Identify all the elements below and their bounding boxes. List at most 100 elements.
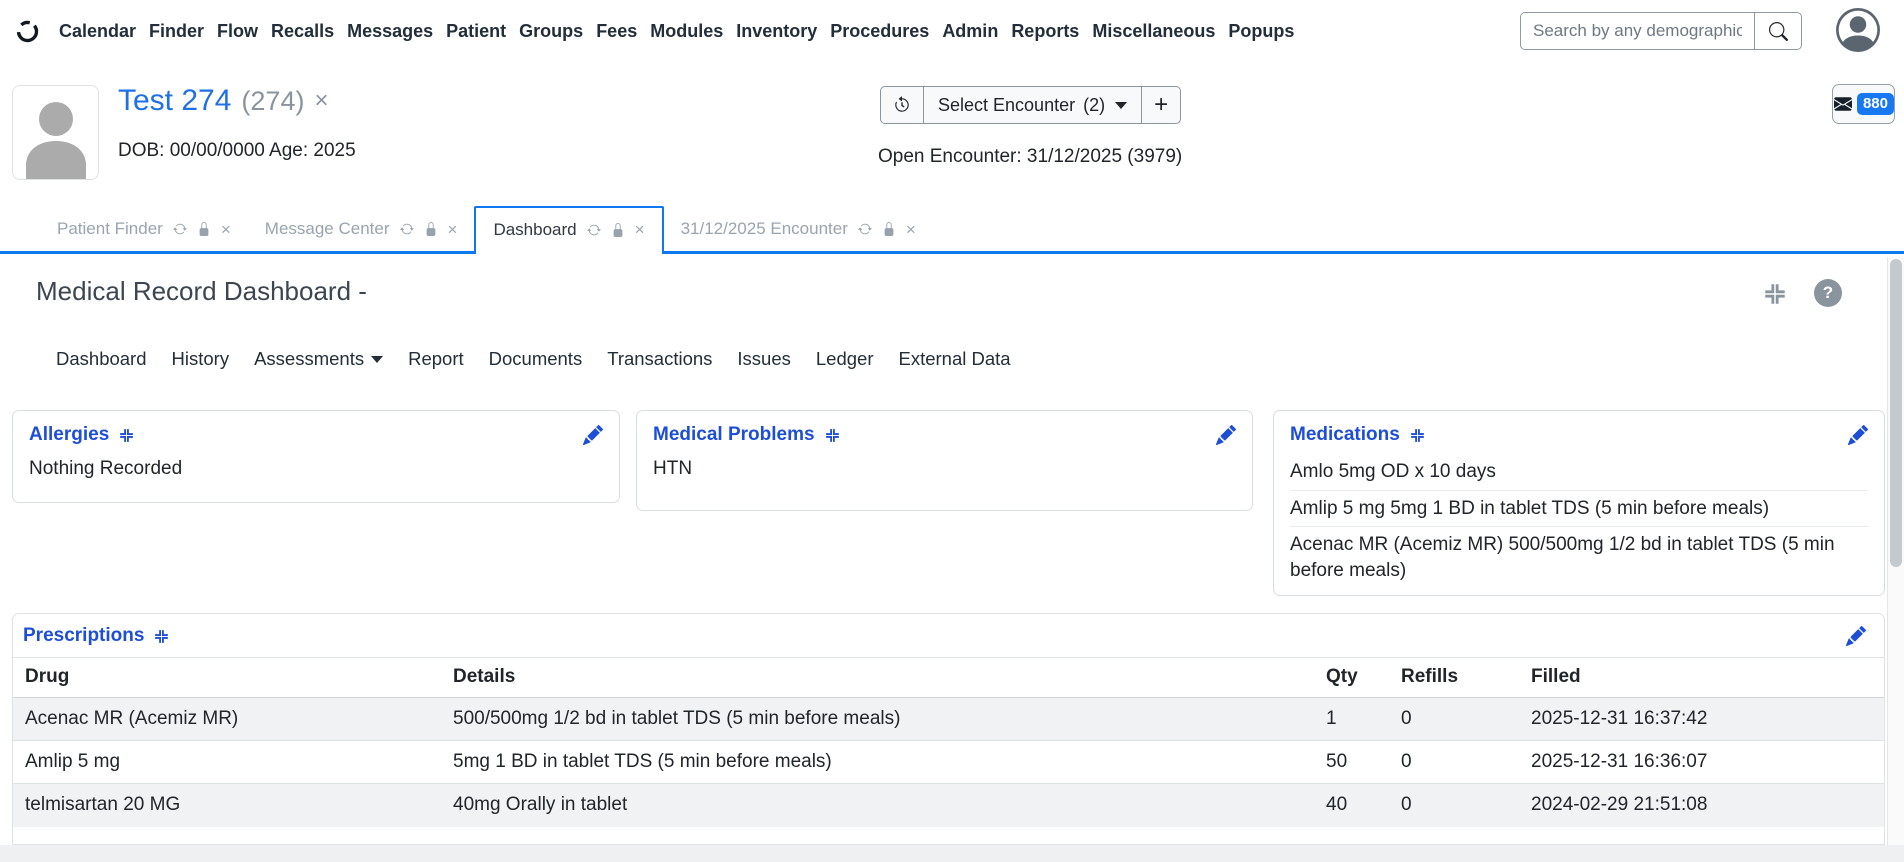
person-silhouette-icon: [13, 86, 99, 180]
table-header-row: Drug Details Qty Refills Filled: [13, 657, 1884, 698]
tab-encounter[interactable]: 31/12/2025 Encounter ×: [664, 207, 933, 251]
nav-popups[interactable]: Popups: [1228, 20, 1295, 41]
compress-icon[interactable]: [1409, 427, 1426, 444]
table-row[interactable]: telmisartan 20 MG 40mg Orally in tablet …: [13, 783, 1884, 827]
refresh-icon[interactable]: [400, 222, 414, 236]
nav-modules[interactable]: Modules: [650, 20, 724, 41]
tab-label: Patient Finder: [57, 219, 163, 238]
subnav-report[interactable]: Report: [408, 348, 464, 369]
tab-bar: Patient Finder × Message Center × Dashbo…: [0, 206, 1904, 254]
refresh-icon[interactable]: [587, 223, 601, 237]
medical-problems-card: Medical Problems HTN: [636, 410, 1253, 511]
prescriptions-title[interactable]: Prescriptions: [23, 625, 145, 646]
refresh-icon[interactable]: [858, 222, 872, 236]
select-encounter-dropdown[interactable]: Select Encounter (2): [924, 86, 1142, 124]
subnav-dashboard[interactable]: Dashboard: [56, 348, 147, 369]
nav-messages[interactable]: Messages: [347, 20, 434, 41]
page-title: Medical Record Dashboard -: [36, 276, 367, 306]
tab-message-center[interactable]: Message Center ×: [248, 207, 475, 251]
refresh-icon[interactable]: [173, 222, 187, 236]
compress-icon[interactable]: [153, 628, 170, 645]
demographic-search: [1520, 12, 1802, 50]
compress-icon[interactable]: [1762, 281, 1788, 307]
cell-refills: 0: [1389, 740, 1519, 784]
subnav-history[interactable]: History: [171, 348, 230, 369]
cell-details: 5mg 1 BD in tablet TDS (5 min before mea…: [441, 740, 1314, 784]
open-encounter-text: Open Encounter: 31/12/2025 (3979): [878, 146, 1183, 167]
allergies-card: Allergies Nothing Recorded: [12, 410, 620, 503]
compress-icon[interactable]: [824, 427, 841, 444]
tab-label: Dashboard: [493, 219, 577, 239]
caret-down-icon: [371, 355, 384, 363]
col-details: Details: [441, 657, 1314, 698]
lock-icon[interactable]: [882, 222, 896, 236]
table-row[interactable]: Acenac MR (Acemiz MR) 500/500mg 1/2 bd i…: [13, 697, 1884, 741]
vertical-scrollbar[interactable]: [1887, 257, 1904, 862]
history-icon: [893, 96, 911, 114]
col-refills: Refills: [1389, 657, 1519, 698]
tab-label: Message Center: [264, 219, 390, 238]
subnav-transactions[interactable]: Transactions: [607, 348, 713, 369]
cell-filled: 2025-12-31 16:37:42: [1519, 697, 1884, 741]
bottom-strip: [0, 845, 1904, 862]
edit-pencil-icon[interactable]: [583, 425, 603, 445]
nav-groups[interactable]: Groups: [519, 20, 584, 41]
top-nav: Calendar Finder Flow Recalls Messages Pa…: [59, 21, 1294, 42]
nav-calendar[interactable]: Calendar: [59, 20, 137, 41]
lock-icon[interactable]: [424, 222, 438, 236]
search-input[interactable]: [1520, 12, 1754, 50]
cell-qty: 40: [1314, 783, 1389, 827]
patient-name-link[interactable]: Test 274: [118, 84, 232, 117]
subnav-external-data[interactable]: External Data: [898, 348, 1011, 369]
nav-procedures[interactable]: Procedures: [830, 20, 930, 41]
subnav-documents[interactable]: Documents: [488, 348, 583, 369]
medical-problems-title[interactable]: Medical Problems: [653, 424, 815, 445]
close-icon[interactable]: ×: [905, 219, 916, 239]
edit-pencil-icon[interactable]: [1216, 425, 1236, 445]
edit-pencil-icon[interactable]: [1848, 425, 1868, 445]
nav-recalls[interactable]: Recalls: [271, 20, 335, 41]
allergies-value: Nothing Recorded: [29, 458, 183, 479]
nav-miscellaneous[interactable]: Miscellaneous: [1092, 20, 1216, 41]
scrollbar-thumb[interactable]: [1890, 259, 1902, 567]
messages-button[interactable]: 880: [1832, 84, 1895, 124]
table-row[interactable]: Amlip 5 mg 5mg 1 BD in tablet TDS (5 min…: [13, 740, 1884, 784]
nav-inventory[interactable]: Inventory: [736, 20, 818, 41]
medications-card: Medications Amlo 5mg OD x 10 days Amlip …: [1273, 410, 1885, 596]
tab-dashboard[interactable]: Dashboard ×: [474, 206, 664, 254]
tab-patient-finder[interactable]: Patient Finder ×: [40, 207, 248, 251]
encounter-history-button[interactable]: [880, 86, 924, 124]
nav-patient[interactable]: Patient: [446, 20, 507, 41]
cell-filled: 2025-12-31 16:36:07: [1519, 740, 1884, 784]
lock-icon[interactable]: [611, 223, 625, 237]
subnav-assessments[interactable]: Assessments: [254, 348, 384, 370]
user-avatar-icon[interactable]: [1836, 8, 1880, 52]
search-icon: [1769, 22, 1788, 41]
medical-problem-value: HTN: [653, 458, 693, 479]
edit-pencil-icon[interactable]: [1846, 626, 1866, 646]
close-icon[interactable]: ×: [220, 219, 231, 239]
col-qty: Qty: [1314, 657, 1389, 698]
search-button[interactable]: [1754, 12, 1802, 50]
medications-title[interactable]: Medications: [1290, 424, 1400, 445]
list-item: Amlo 5mg OD x 10 days: [1290, 461, 1496, 482]
cell-refills: 0: [1389, 783, 1519, 827]
lock-icon[interactable]: [197, 222, 211, 236]
help-icon[interactable]: ?: [1814, 279, 1842, 307]
compress-icon[interactable]: [118, 427, 135, 444]
patient-photo-placeholder[interactable]: [12, 85, 99, 180]
nav-fees[interactable]: Fees: [596, 20, 638, 41]
nav-reports[interactable]: Reports: [1011, 20, 1080, 41]
close-icon[interactable]: ×: [447, 219, 458, 239]
allergies-title[interactable]: Allergies: [29, 424, 110, 445]
app-logo-icon[interactable]: [14, 18, 41, 45]
new-encounter-button[interactable]: +: [1141, 86, 1182, 124]
nav-flow[interactable]: Flow: [217, 20, 259, 41]
prescriptions-panel: Prescriptions Drug Details Qty Refills F…: [12, 613, 1885, 845]
patient-close-icon[interactable]: ×: [314, 87, 329, 114]
subnav-ledger[interactable]: Ledger: [815, 348, 874, 369]
nav-finder[interactable]: Finder: [149, 20, 205, 41]
subnav-issues[interactable]: Issues: [737, 348, 791, 369]
close-icon[interactable]: ×: [634, 220, 645, 239]
nav-admin[interactable]: Admin: [942, 20, 999, 41]
